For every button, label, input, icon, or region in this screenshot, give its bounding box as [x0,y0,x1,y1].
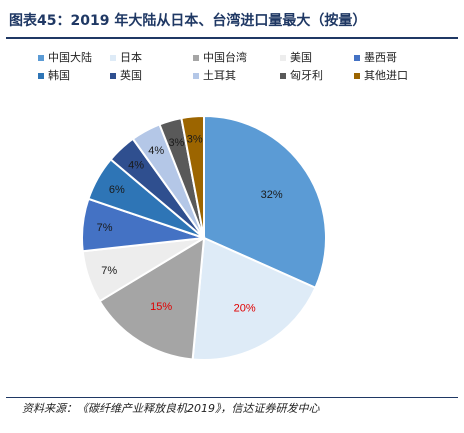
legend-label: 中国台湾 [203,50,247,64]
legend-label: 韩国 [48,68,70,82]
source-note: 资料来源：《碳纤维产业释放良机2019》，信达证券研发中心 [22,400,320,416]
legend-marker [110,73,116,79]
legend-label: 英国 [120,68,142,82]
source-label: 资料来源： [22,402,77,415]
pie-data-label: 20% [234,303,256,315]
pie-slice [180,114,205,239]
pie-data-label: 6% [109,184,125,196]
figure-title: 图表45：2019 年大陆从日本、台湾进口量最大（按量） [9,13,367,29]
legend-marker [193,55,199,61]
pie-data-label: 3% [168,137,184,149]
legend-marker [354,55,360,61]
legend-label: 其他进口 [364,69,408,82]
legend-marker [354,73,360,79]
title-divider [6,37,458,39]
legend-marker [38,55,44,61]
legend-marker [280,73,286,79]
pie-slice [191,236,317,361]
source-divider [6,397,458,398]
pie-data-label: 32% [261,189,283,201]
pie-slices [81,114,327,361]
source-text: 《碳纤维产业释放良机2019》，信达证券研发中心 [77,402,320,415]
legend-label: 美国 [290,51,312,64]
legend-marker [193,73,199,79]
pie-data-label: 3% [187,133,203,145]
pie-slice [98,236,206,361]
legend-marker [110,55,116,61]
pie-data-label: 4% [148,145,164,157]
legend-marker [280,55,286,61]
pie-slice [203,114,327,290]
legend-label: 墨西哥 [364,51,397,64]
legend-label: 匈牙利 [290,68,323,82]
legend-label: 日本 [120,50,142,64]
pie-data-label: 7% [101,265,117,277]
pie-data-label: 4% [128,160,144,172]
legend-marker [38,73,44,79]
pie-data-labels: 32%20%15%7%7%6%4%4%3% 3% [97,133,283,314]
legend-label: 土耳其 [203,69,236,82]
legend-label: 中国大陆 [48,50,92,64]
pie-data-label: 15% [150,301,172,313]
pie-data-label: 7% [97,222,113,234]
